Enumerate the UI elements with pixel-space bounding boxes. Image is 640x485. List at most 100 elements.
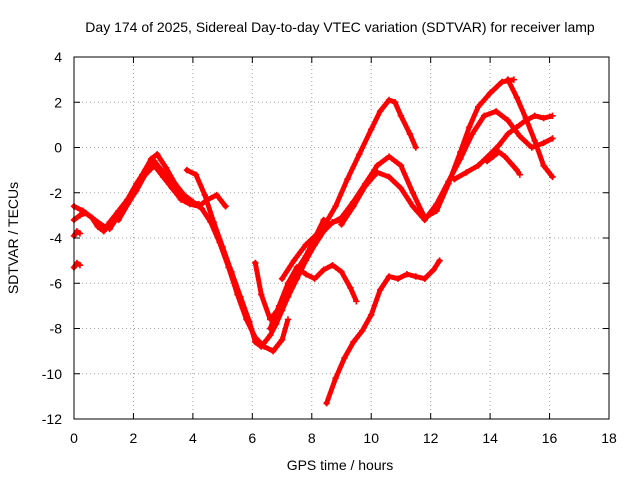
- data-point-marker: [385, 153, 393, 160]
- data-point-marker: [445, 178, 452, 185]
- series-trace: [71, 163, 229, 232]
- data-point-marker: [510, 76, 518, 83]
- data-point-marker: [237, 293, 244, 301]
- data-point-marker: [347, 284, 354, 291]
- data-point-marker: [139, 171, 146, 178]
- x-tick-label: 16: [542, 430, 558, 446]
- data-point-marker: [489, 153, 497, 160]
- data-point-marker: [463, 169, 470, 176]
- data-point-marker: [329, 261, 336, 269]
- series-arc-12: [323, 257, 443, 407]
- data-point-marker: [213, 191, 220, 199]
- data-point-marker: [480, 112, 488, 120]
- x-tick-label: 12: [423, 430, 439, 446]
- data-point-marker: [338, 221, 345, 228]
- data-point-marker: [332, 375, 339, 382]
- data-point-marker: [258, 291, 265, 298]
- data-point-marker: [549, 173, 556, 181]
- data-point-marker: [531, 137, 538, 144]
- data-point-marker: [397, 112, 405, 120]
- data-point-marker: [522, 114, 529, 122]
- data-point-marker: [278, 336, 286, 344]
- data-point-marker: [266, 325, 274, 332]
- data-point-marker: [210, 218, 217, 226]
- series-line: [287, 99, 417, 284]
- x-tick-label: 14: [482, 430, 498, 446]
- data-point-marker: [311, 275, 318, 282]
- data-point-marker: [483, 157, 491, 165]
- data-point-marker: [344, 175, 351, 183]
- data-point-marker: [148, 155, 155, 163]
- data-point-marker: [269, 347, 277, 355]
- y-tick-label: -6: [50, 275, 63, 291]
- data-point-marker: [469, 130, 476, 138]
- data-point-marker: [391, 99, 399, 106]
- x-tick-label: 18: [601, 430, 617, 446]
- data-point-marker: [495, 148, 503, 156]
- data-point-marker: [513, 94, 521, 101]
- data-point-marker: [376, 108, 384, 115]
- y-tick-label: 0: [54, 140, 62, 156]
- data-point-marker: [421, 275, 428, 282]
- data-point-marker: [540, 139, 547, 147]
- data-point-marker: [540, 162, 547, 169]
- series-layer: [70, 76, 556, 407]
- x-tick-label: 0: [70, 430, 78, 446]
- data-point-marker: [252, 338, 259, 346]
- data-point-marker: [302, 271, 310, 278]
- data-point-marker: [359, 327, 366, 334]
- series-arc-13: [451, 112, 556, 183]
- data-point-marker: [516, 171, 524, 178]
- data-point-marker: [466, 123, 473, 131]
- data-point-marker: [290, 257, 298, 264]
- data-point-marker: [368, 126, 375, 133]
- y-tick-label: -12: [42, 411, 62, 427]
- data-point-marker: [219, 243, 226, 251]
- data-point-marker: [385, 273, 393, 280]
- data-point-marker: [314, 230, 321, 237]
- data-point-marker: [76, 261, 84, 269]
- data-point-marker: [338, 268, 345, 276]
- data-point-marker: [513, 123, 521, 131]
- series-arc-5: [115, 151, 292, 355]
- data-point-marker: [302, 241, 310, 248]
- data-point-marker: [412, 273, 420, 280]
- data-point-marker: [528, 144, 535, 151]
- data-point-marker: [127, 196, 134, 203]
- series-arc-14: [504, 76, 556, 181]
- data-point-marker: [376, 286, 384, 294]
- data-point-marker: [180, 191, 188, 199]
- x-tick-label: 8: [308, 430, 316, 446]
- data-point-marker: [115, 207, 122, 215]
- y-tick-label: 2: [54, 94, 62, 110]
- data-point-marker: [516, 132, 524, 140]
- data-point-marker: [362, 182, 369, 190]
- data-point-marker: [397, 185, 405, 192]
- data-point-marker: [451, 175, 458, 183]
- data-point-marker: [323, 399, 330, 407]
- data-point-marker: [373, 162, 381, 169]
- series-arc-15: [483, 148, 524, 178]
- data-point-marker: [115, 216, 122, 224]
- data-point-marker: [486, 90, 494, 97]
- series-line: [507, 79, 554, 178]
- data-point-marker: [495, 142, 503, 149]
- data-point-marker: [492, 108, 500, 115]
- x-tick-label: 6: [248, 430, 256, 446]
- data-point-marker: [540, 114, 547, 122]
- data-point-marker: [201, 191, 208, 199]
- data-point-marker: [82, 209, 90, 217]
- data-point-marker: [421, 216, 428, 224]
- data-point-marker: [498, 78, 506, 86]
- series-line: [117, 153, 289, 352]
- data-point-marker: [549, 135, 556, 142]
- data-point-marker: [284, 316, 292, 323]
- data-point-marker: [252, 259, 259, 267]
- data-point-marker: [332, 203, 339, 210]
- data-point-marker: [296, 261, 304, 269]
- data-point-marker: [76, 212, 84, 219]
- series-arc-8: [266, 261, 360, 332]
- chart-title: Day 174 of 2025, Sidereal Day-to-day VTE…: [85, 19, 595, 35]
